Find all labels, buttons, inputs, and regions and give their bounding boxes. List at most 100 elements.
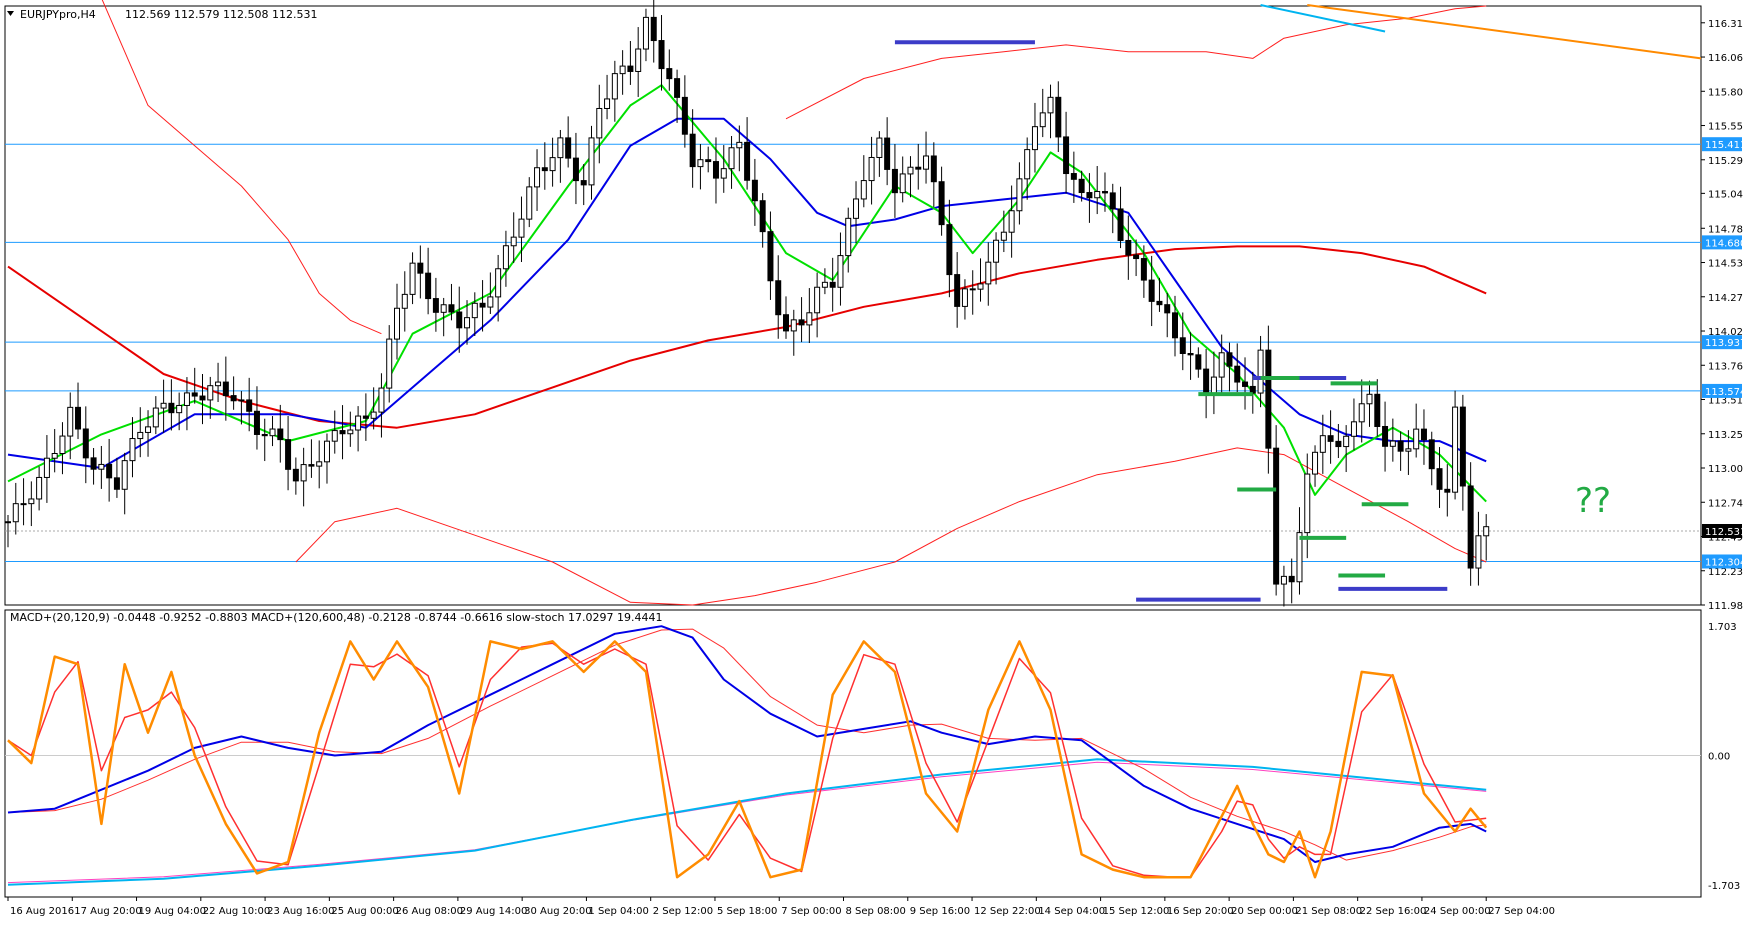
candle-body <box>308 464 315 467</box>
indicator-lines <box>5 625 1701 886</box>
candle-body <box>1273 447 1280 585</box>
candle-body <box>868 156 875 182</box>
candle-body <box>1420 428 1427 441</box>
price-tags: 115.411 114.680 113.937 113.574 112.304 112.5… <box>1702 137 1743 569</box>
candle-body <box>930 155 937 183</box>
candle-body <box>479 302 486 308</box>
candle-body <box>152 407 159 428</box>
candle-body <box>821 281 828 288</box>
candle-body <box>1055 96 1062 138</box>
candle-body <box>215 381 222 387</box>
candle-body <box>1164 304 1171 314</box>
time-tick-label: 22 Sep 16:00 <box>1360 906 1427 917</box>
candle-body <box>744 141 751 181</box>
candle-body <box>674 78 681 98</box>
time-tick-label: 29 Aug 14:00 <box>460 906 527 917</box>
price-tag-label: 113.574 <box>1705 387 1743 398</box>
candle-body <box>339 430 346 435</box>
time-tick-label: 14 Sep 04:00 <box>1038 906 1105 917</box>
candle-body <box>394 307 400 340</box>
candle-body <box>884 137 891 170</box>
price-tick-label: 112.745 <box>1708 498 1743 509</box>
candle-body <box>207 385 214 401</box>
candle-body <box>425 272 432 300</box>
price-tag-box <box>1702 523 1742 538</box>
candle-body <box>642 16 649 50</box>
candle-body <box>596 107 603 139</box>
candle-body <box>961 288 968 307</box>
horizontal-levels[interactable] <box>5 143 1701 562</box>
price-tag-label: 115.411 <box>1705 140 1743 151</box>
candle-body <box>1187 352 1194 356</box>
candle-body <box>526 186 533 220</box>
candle-body <box>199 395 206 401</box>
candle-body <box>899 173 906 194</box>
drawn-levels[interactable] <box>894 4 1702 602</box>
candle-body <box>1319 435 1326 453</box>
candle-body <box>246 399 253 412</box>
price-tick-label: 112.490 <box>1708 533 1743 544</box>
price-tag-box <box>1702 383 1742 398</box>
price-tick-label: 116.315 <box>1708 19 1743 30</box>
candle-body <box>347 429 354 435</box>
candle-body <box>580 180 587 186</box>
menu-triangle-icon[interactable] <box>7 11 14 16</box>
candle-body <box>323 440 330 463</box>
candle-body <box>627 65 634 72</box>
price-tick-label: 115.550 <box>1708 122 1743 133</box>
candle-body <box>1358 403 1365 423</box>
candle-body <box>767 231 774 282</box>
candle-body <box>891 168 898 194</box>
price-tag-box <box>1702 235 1742 250</box>
candle-body <box>1226 352 1233 367</box>
candle-body <box>90 457 97 470</box>
candle-body <box>1203 368 1210 395</box>
price-tag-label: 113.937 <box>1705 338 1743 349</box>
candle-body <box>1296 532 1303 583</box>
candle-body <box>1389 440 1396 447</box>
candle-body <box>502 245 509 270</box>
candle-body <box>751 179 758 202</box>
time-tick-label: 20 Sep 00:00 <box>1231 906 1298 917</box>
macd-fast-main <box>7 625 1487 863</box>
price-tick-label: 114.785 <box>1708 224 1743 235</box>
price-tick-label: 114.275 <box>1708 293 1743 304</box>
candle-body <box>759 200 766 233</box>
candle-body <box>985 261 992 285</box>
price-tag-box <box>1702 335 1742 350</box>
candle-body <box>1210 376 1217 395</box>
candle-body <box>1397 440 1404 452</box>
candle-body <box>176 404 183 414</box>
price-tick-label: 113.255 <box>1708 430 1743 441</box>
candle-body <box>440 304 447 313</box>
candle-body <box>1467 485 1474 569</box>
cyan-trendline <box>1260 4 1386 33</box>
candle-body <box>565 137 572 159</box>
candle-body <box>1140 258 1147 281</box>
time-tick-label: 15 Sep 12:00 <box>1103 906 1170 917</box>
price-tick-label: 113.765 <box>1708 361 1743 372</box>
candle-body <box>977 283 984 290</box>
candle-body <box>1459 406 1466 487</box>
candle-body <box>191 392 198 397</box>
candle-body <box>183 392 190 406</box>
candle-body <box>658 40 665 70</box>
candle-body <box>510 236 517 247</box>
time-tick-label: 1 Sep 04:00 <box>588 906 648 917</box>
candle-body <box>316 461 323 467</box>
candle-body <box>28 498 35 505</box>
price-tick-label: 113.510 <box>1708 396 1743 407</box>
candle-body <box>331 430 338 442</box>
indicator-tick-label: 0.00 <box>1708 752 1730 763</box>
candle-body <box>113 477 120 490</box>
candle-body <box>59 435 66 455</box>
candle-body <box>697 159 704 168</box>
candle-body <box>1039 112 1046 128</box>
candle-body <box>728 147 735 170</box>
candle-body <box>1031 126 1038 151</box>
candle-body <box>1008 210 1015 233</box>
price-tick-label: 114.020 <box>1708 327 1743 338</box>
price-tick-label: 115.045 <box>1708 189 1743 200</box>
